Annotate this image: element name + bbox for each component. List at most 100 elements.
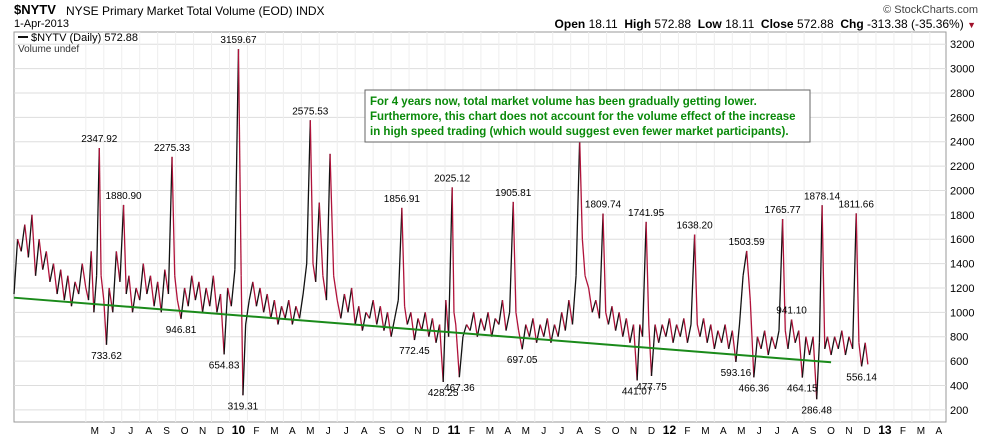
x-tick-label: 10 bbox=[232, 423, 246, 437]
x-tick-label: J bbox=[128, 426, 133, 437]
series-segment bbox=[830, 336, 836, 356]
series-segment bbox=[401, 207, 406, 307]
series-segment bbox=[212, 275, 218, 313]
series-segment bbox=[284, 299, 290, 319]
series-segment bbox=[568, 300, 574, 325]
series-segment bbox=[38, 239, 44, 270]
series-segment bbox=[645, 221, 650, 325]
data-label: 593.16 bbox=[721, 368, 752, 379]
y-tick-label: 800 bbox=[950, 332, 968, 344]
series-segment bbox=[442, 300, 447, 383]
series-segment bbox=[738, 275, 744, 325]
series-segment bbox=[501, 300, 507, 331]
data-label: 1880.90 bbox=[105, 191, 142, 202]
brand-logo[interactable]: © StockCharts.com bbox=[883, 4, 978, 16]
x-tick-label: M bbox=[737, 426, 745, 437]
series-segment bbox=[237, 49, 242, 276]
series-segment bbox=[699, 318, 705, 337]
series-segment bbox=[668, 318, 674, 343]
series-segment bbox=[428, 318, 434, 337]
data-label: 467.36 bbox=[444, 383, 475, 394]
series-segment bbox=[564, 300, 570, 331]
series-segment bbox=[171, 156, 176, 276]
series-segment bbox=[347, 287, 353, 313]
series-segment bbox=[494, 318, 500, 325]
series-segment bbox=[230, 269, 236, 307]
x-tick-label: N bbox=[414, 426, 421, 437]
series-segment bbox=[654, 324, 660, 343]
ohlc-readout: Open 18.11 High 572.88 Low 18.11 Close 5… bbox=[555, 17, 976, 31]
series-segment bbox=[42, 251, 47, 270]
series-segment bbox=[473, 312, 478, 337]
x-tick-label: A bbox=[361, 426, 368, 437]
series-segment bbox=[194, 281, 200, 301]
series-segment bbox=[614, 312, 620, 331]
series-segment bbox=[67, 275, 73, 307]
series-segment bbox=[742, 250, 748, 276]
series-segment bbox=[561, 312, 566, 331]
y-axis: 200 400 600 800 1000 1200 1400 1600 1800 2000 2200… bbox=[950, 39, 974, 417]
series-segment bbox=[20, 224, 26, 252]
series-segment bbox=[650, 324, 656, 377]
series-segment bbox=[515, 312, 520, 331]
series-segment bbox=[622, 318, 627, 337]
series-segment bbox=[771, 336, 777, 350]
series-segment bbox=[336, 299, 342, 319]
series-segment bbox=[505, 312, 511, 331]
x-tick-label: M bbox=[701, 426, 709, 437]
series-segment bbox=[302, 263, 308, 295]
series-segment bbox=[358, 306, 364, 331]
data-label: 441.07 bbox=[622, 386, 653, 397]
series-segment bbox=[724, 324, 730, 349]
x-tick-label: D bbox=[648, 426, 655, 437]
x-tick-label: O bbox=[181, 426, 189, 437]
data-label: 464.15 bbox=[787, 384, 818, 395]
series-segment bbox=[602, 213, 607, 313]
chart-name: NYSE Primary Market Total Volume (EOD) bbox=[66, 4, 293, 18]
series-segment bbox=[841, 330, 847, 356]
series-segment bbox=[266, 293, 272, 319]
series-segment bbox=[458, 336, 464, 378]
data-label: 477.75 bbox=[636, 382, 667, 393]
series-segment bbox=[848, 336, 854, 350]
series-segment bbox=[672, 324, 678, 343]
x-tick-label: J bbox=[344, 426, 349, 437]
series-segment bbox=[49, 263, 55, 282]
x-tick-label: M bbox=[917, 426, 925, 437]
chart-title: NYSE Primary Market Total Volume (EOD) I… bbox=[66, 4, 325, 18]
series-segment bbox=[625, 318, 631, 343]
series-segment bbox=[557, 312, 563, 337]
series-segment bbox=[31, 214, 37, 276]
series-segment bbox=[420, 312, 426, 331]
series-segment bbox=[798, 330, 803, 378]
series-segment bbox=[372, 300, 378, 325]
x-tick-label: M bbox=[486, 426, 494, 437]
series-segment bbox=[60, 269, 65, 301]
series-segment bbox=[386, 312, 392, 337]
series-segment bbox=[100, 275, 105, 301]
data-label: 2575.53 bbox=[292, 106, 329, 117]
series-segment bbox=[690, 234, 696, 325]
annotation-box: For 4 years now, total market volume has… bbox=[364, 89, 811, 143]
y-tick-label: 1600 bbox=[950, 234, 974, 246]
series-segment bbox=[546, 318, 552, 343]
series-segment bbox=[816, 342, 821, 400]
series-segment bbox=[453, 312, 457, 325]
data-label: 1741.95 bbox=[628, 208, 665, 219]
series-segment bbox=[394, 299, 399, 319]
chart-date: 1-Apr-2013 bbox=[14, 18, 70, 30]
series-segment bbox=[142, 263, 148, 295]
series-segment bbox=[696, 324, 701, 337]
series-segment bbox=[259, 287, 265, 313]
open-label: Open bbox=[554, 17, 586, 31]
price-series bbox=[13, 49, 869, 400]
series-segment bbox=[781, 218, 786, 331]
series-segment bbox=[491, 318, 496, 337]
point-labels: 2347.92 1880.90 2275.33 3159.67 2575.53 1856.… bbox=[81, 35, 877, 416]
series-segment bbox=[131, 287, 137, 313]
series-segment bbox=[52, 263, 58, 295]
x-tick-label: F bbox=[253, 426, 259, 437]
x-tick-label: F bbox=[900, 426, 906, 437]
x-tick-label: M bbox=[270, 426, 278, 437]
